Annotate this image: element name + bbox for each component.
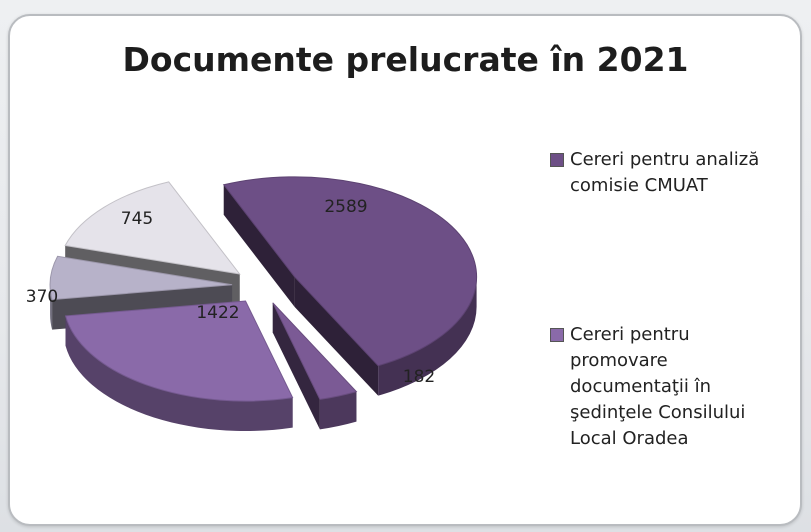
slice-wall <box>223 184 295 307</box>
legend-swatch-promovare <box>550 328 564 342</box>
slice-side <box>50 284 53 330</box>
data-label: 2589 <box>324 197 367 217</box>
slice-top <box>222 176 478 367</box>
legend-label-cmuat: Cereri pentru analiză comisie CMUAT <box>570 149 760 196</box>
pie-slice <box>222 176 478 396</box>
slice-top <box>272 302 358 400</box>
data-label: 182 <box>403 367 435 387</box>
slice-side <box>378 276 477 396</box>
pie-slice <box>64 300 294 432</box>
slice-wall <box>272 302 320 430</box>
chart-title: Documente prelucrate în 2021 <box>122 40 689 79</box>
data-label: 370 <box>26 287 58 307</box>
slice-side <box>319 391 357 430</box>
data-label: 1422 <box>196 303 239 323</box>
slice-top <box>64 181 241 275</box>
slice-top <box>49 255 233 301</box>
slice-side <box>65 315 293 432</box>
slice-top <box>64 300 294 402</box>
legend-swatch-cmuat <box>550 153 564 167</box>
pie-slice <box>272 302 358 430</box>
data-label: 745 <box>121 209 153 229</box>
legend-label-promovare: Cereri pentru promovare documentaţii în … <box>570 324 746 449</box>
slice-wall <box>294 276 379 396</box>
